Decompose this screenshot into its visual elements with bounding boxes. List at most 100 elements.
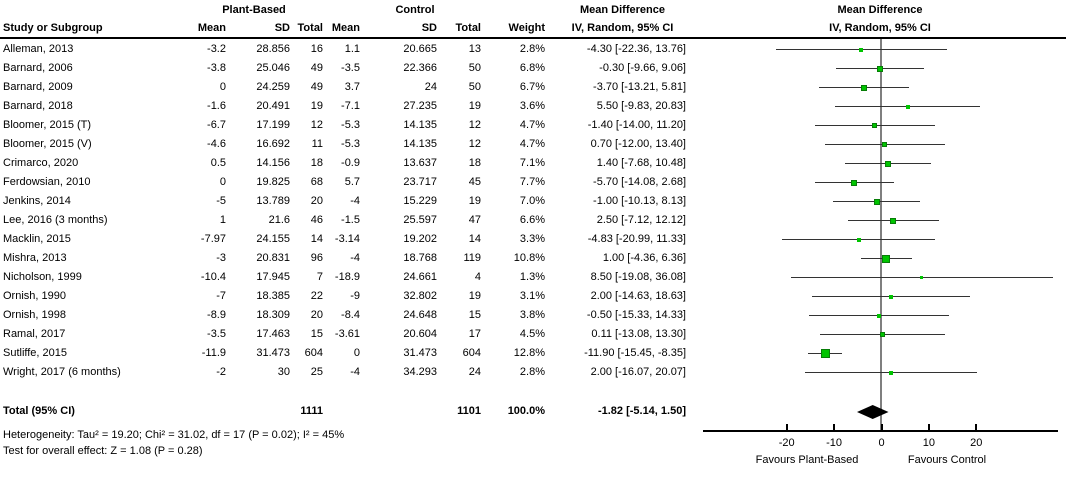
c-mean: -3.5: [341, 61, 360, 74]
weight: 12.8%: [513, 346, 545, 359]
c-total: 14: [468, 232, 481, 245]
axis-tick-label: 20: [970, 437, 983, 449]
study-name: Ornish, 1998: [3, 308, 66, 321]
c-mean: -9: [350, 289, 360, 302]
study-row: Ornish, 1998 -8.9 18.309 20 -8.4 24.648 15 3.8%…: [0, 306, 1066, 325]
c-total: 24: [468, 365, 481, 378]
study-name: Barnard, 2009: [3, 80, 73, 93]
total-label: Total (95% CI): [3, 405, 75, 417]
effect-square: [905, 104, 910, 109]
pb-total: 68: [310, 175, 323, 188]
pb-sd: 17.199: [256, 118, 290, 131]
pb-total: 16: [310, 42, 323, 55]
c-mean: -1.5: [341, 213, 360, 226]
c-sd: 25.597: [403, 213, 437, 226]
pb-sd: 14.156: [256, 156, 290, 169]
c-sd: 18.768: [403, 251, 437, 264]
pb-sd: 19.825: [256, 175, 290, 188]
c-sd: 22.366: [403, 61, 437, 74]
study-row: Bloomer, 2015 (T) -6.7 17.199 12 -5.3 14.135 1…: [0, 116, 1066, 135]
c-mean: -5.3: [341, 137, 360, 150]
study-name: Bloomer, 2015 (V): [3, 137, 92, 150]
pooled-diamond: [857, 405, 889, 419]
weight: 4.7%: [519, 118, 545, 131]
study-row: Crimarco, 2020 0.5 14.156 18 -0.9 13.637 18 7.1…: [0, 154, 1066, 173]
study-row: Ornish, 1990 -7 18.385 22 -9 32.802 19 3.1% 2.00…: [0, 287, 1066, 306]
c-total: 4: [474, 270, 481, 283]
pb-total: 20: [310, 308, 323, 321]
study-name: Barnard, 2018: [3, 99, 73, 112]
c-mean: -8.4: [341, 308, 360, 321]
effect-square: [872, 123, 878, 128]
weight: 4.5%: [519, 327, 545, 340]
overall-effect-stats: Test for overall effect: Z = 1.08 (P = 0…: [3, 445, 203, 457]
effect-square: [879, 332, 885, 337]
axis-tick: [785, 424, 788, 431]
pb-mean: -5: [216, 194, 226, 207]
study-name: Nicholson, 1999: [3, 270, 82, 283]
c-sd: 31.473: [403, 346, 437, 359]
axis-tick-label: 0: [878, 437, 885, 449]
study-row: Ferdowsian, 2010 0 19.825 68 5.7 23.717 45 7.7%…: [0, 173, 1066, 192]
weight: 3.8%: [519, 308, 545, 321]
weight: 4.7%: [519, 137, 545, 150]
pb-total: 11: [311, 137, 323, 150]
study-row: Alleman, 2013 -3.2 28.856 16 1.1 20.665 13 2.8%…: [0, 40, 1066, 59]
study-name: Wright, 2017 (6 months): [3, 365, 121, 378]
effect-square: [873, 198, 880, 205]
c-sd: 20.604: [403, 327, 437, 340]
pb-total: 18: [310, 156, 323, 169]
col-header-c-mean: Mean: [331, 22, 360, 34]
pb-mean: 0: [219, 175, 226, 188]
ci-text: -4.83 [-20.99, 11.33]: [587, 232, 686, 245]
c-sd: 32.802: [403, 289, 437, 302]
pb-sd: 24.259: [256, 80, 290, 93]
total-ci: -1.82 [-5.14, 1.50]: [597, 405, 686, 417]
c-total: 12: [468, 118, 481, 131]
c-total: 13: [468, 42, 481, 55]
pb-sd: 21.6: [268, 213, 290, 226]
ci-text: -0.30 [-9.66, 9.06]: [599, 61, 686, 74]
study-row: Barnard, 2006 -3.8 25.046 49 -3.5 22.366 50 6.8…: [0, 59, 1066, 78]
pb-sd: 18.385: [256, 289, 290, 302]
ci-text: -5.70 [-14.08, 2.68]: [593, 175, 686, 188]
ci-text: 0.70 [-12.00, 13.40]: [590, 137, 686, 150]
pb-total: 604: [304, 346, 323, 359]
c-total: 19: [468, 289, 481, 302]
c-total: 18: [468, 156, 481, 169]
study-name: Macklin, 2015: [3, 232, 71, 245]
effect-square: [890, 217, 897, 224]
c-sd: 13.637: [403, 156, 437, 169]
pb-mean: -6.7: [207, 118, 226, 131]
effect-square: [920, 276, 924, 279]
axis-tick-label: -10: [826, 437, 843, 449]
pb-total: 25: [310, 365, 323, 378]
weight: 3.3%: [519, 232, 545, 245]
heterogeneity-stats: Heterogeneity: Tau² = 19.20; Chi² = 31.0…: [3, 429, 345, 441]
study-name: Barnard, 2006: [3, 61, 73, 74]
effect-square: [851, 179, 858, 186]
pb-sd: 31.473: [256, 346, 290, 359]
favours-right-label: Favours Control: [907, 454, 987, 466]
axis-tick: [927, 424, 930, 431]
c-sd: 23.717: [403, 175, 437, 188]
effect-square: [888, 294, 893, 299]
c-mean: 1.1: [344, 42, 360, 55]
ci-text: 1.40 [-7.68, 10.48]: [596, 156, 686, 169]
effect-square: [859, 47, 864, 52]
c-sd: 15.229: [403, 194, 437, 207]
weight: 2.8%: [519, 42, 545, 55]
c-total: 45: [468, 175, 481, 188]
pb-mean: 1: [219, 213, 226, 226]
study-row: Barnard, 2018 -1.6 20.491 19 -7.1 27.235 19 3.6…: [0, 97, 1066, 116]
group-header-control: Control: [395, 4, 435, 16]
pb-mean: -10.4: [200, 270, 226, 283]
c-mean: -0.9: [341, 156, 360, 169]
col-header-pb-total: Total: [297, 22, 323, 34]
ci-text: 2.50 [-7.12, 12.12]: [596, 213, 686, 226]
study-name: Ferdowsian, 2010: [3, 175, 91, 188]
study-name: Mishra, 2013: [3, 251, 67, 264]
c-mean: 0: [353, 346, 360, 359]
c-mean: -4: [350, 365, 360, 378]
pb-total: 46: [310, 213, 323, 226]
